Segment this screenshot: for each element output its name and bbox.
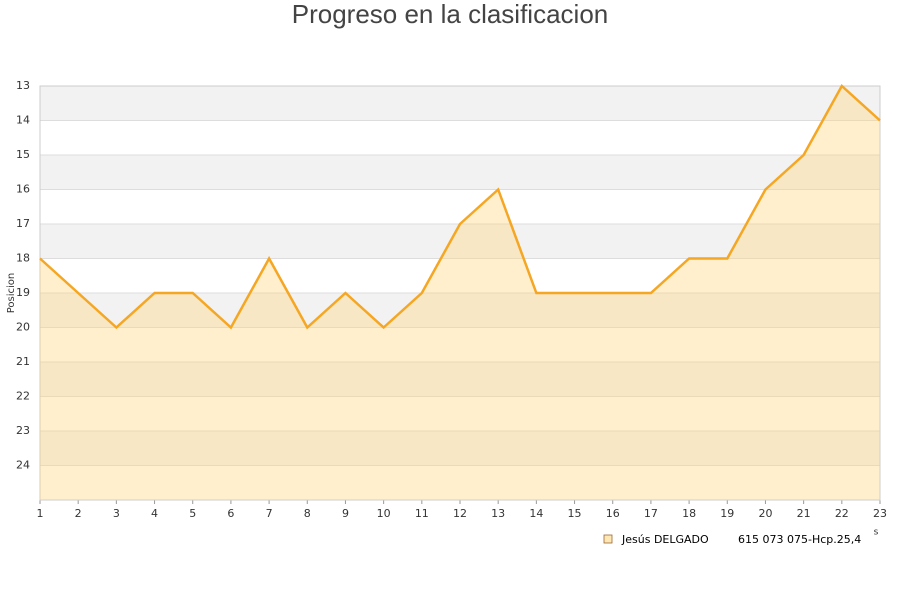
x-tick-label: 5 — [189, 507, 196, 520]
grid-band — [40, 293, 880, 328]
x-tick-label: 10 — [377, 507, 391, 520]
x-tick-label: 13 — [491, 507, 505, 520]
y-tick-label: 23 — [16, 424, 30, 437]
x-tick-label: 8 — [304, 507, 311, 520]
grid-band — [40, 86, 880, 121]
y-tick-label: 16 — [16, 183, 30, 196]
line — [39, 84, 881, 330]
x-tick-label: 16 — [606, 507, 620, 520]
x-tick-label: 11 — [415, 507, 429, 520]
x-tick-label: 1 — [37, 507, 44, 520]
chart-title: Progreso en la clasificacion — [292, 0, 609, 29]
y-tick-label: 17 — [16, 217, 30, 230]
x-tick-label: 15 — [568, 507, 582, 520]
x-tick-label: 12 — [453, 507, 467, 520]
grid-band — [40, 120, 880, 155]
x-tick-label: 18 — [682, 507, 696, 520]
x-tick-label: 4 — [151, 507, 158, 520]
grid-band — [40, 189, 880, 224]
y-tick-label: 21 — [16, 355, 30, 368]
y-tick-label: 18 — [16, 252, 30, 265]
x-tick-label: 17 — [644, 507, 658, 520]
grid-band — [40, 155, 880, 190]
x-tick-label: 14 — [529, 507, 543, 520]
x-tick-label: 6 — [227, 507, 234, 520]
x-tick-label: 21 — [797, 507, 811, 520]
y-axis-label: Posicion — [6, 273, 17, 314]
x-tick-label: 22 — [835, 507, 849, 520]
y-tick-label: 22 — [16, 390, 30, 403]
legend-note: 615 073 075-Hcp.25,4 — [738, 533, 861, 546]
x-tick-label: 9 — [342, 507, 349, 520]
x-tick-label: 20 — [758, 507, 772, 520]
x-tick-label: 2 — [75, 507, 82, 520]
grid-band — [40, 396, 880, 431]
grid-band — [40, 362, 880, 397]
grid-band — [40, 431, 880, 466]
legend-swatch — [603, 534, 613, 544]
legend-label: Jesús DELGADO — [621, 533, 709, 546]
x-tick-label: 23 — [873, 507, 887, 520]
y-tick-label: 24 — [16, 459, 30, 472]
y-tick-label: 15 — [16, 148, 30, 161]
x-tick-label: 3 — [113, 507, 120, 520]
x-tick-label: 19 — [720, 507, 734, 520]
grid-band — [40, 327, 880, 362]
y-tick-label: 13 — [16, 79, 30, 92]
grid-band — [40, 465, 880, 500]
plot-frame — [39, 85, 881, 501]
y-tick-label: 14 — [16, 114, 30, 127]
x-tick-label: 7 — [266, 507, 273, 520]
y-tick-label: 20 — [16, 321, 30, 334]
grid-band — [40, 258, 880, 293]
area — [40, 86, 880, 500]
y-tick-label: 19 — [16, 286, 30, 299]
x-axis-label: s — [874, 528, 879, 538]
grid-band — [40, 224, 880, 259]
